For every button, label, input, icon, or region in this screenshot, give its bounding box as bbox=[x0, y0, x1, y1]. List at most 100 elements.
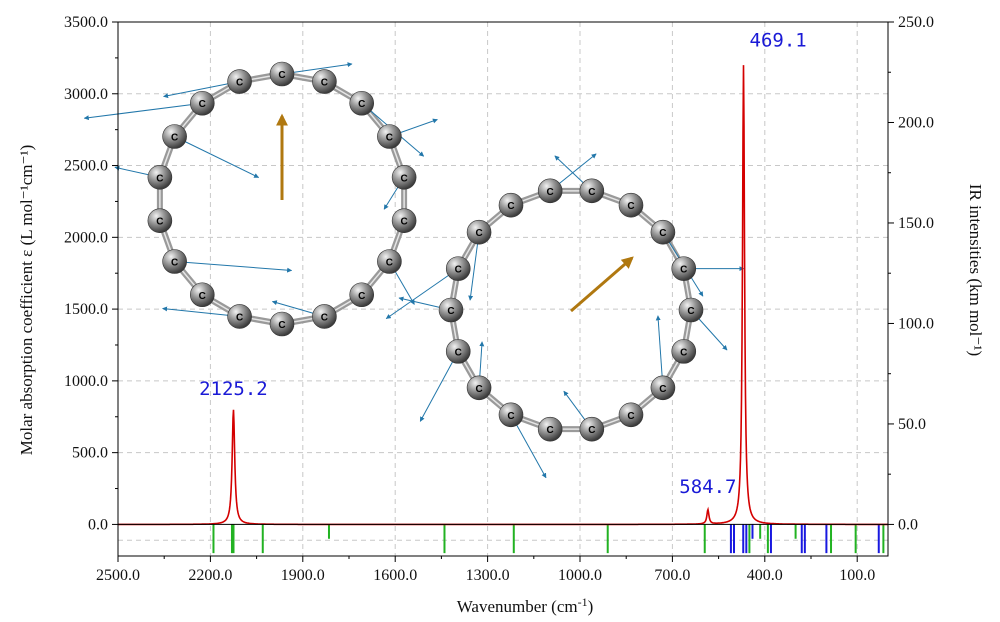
carbon-atom bbox=[537, 416, 563, 442]
atom-label: C bbox=[455, 347, 462, 358]
carbon-atom bbox=[162, 124, 187, 149]
y-axis-label: Molar absorption coefficient ε (L mol⁻¹c… bbox=[17, 145, 36, 456]
plot-frame bbox=[117, 21, 889, 557]
y-tick-label: 500.0 bbox=[72, 445, 108, 462]
atom-label: C bbox=[547, 187, 554, 198]
displacement-vector bbox=[162, 306, 240, 317]
carbon-atom bbox=[349, 282, 375, 308]
atom-label: C bbox=[588, 187, 595, 198]
atom-label: C bbox=[321, 78, 328, 89]
atom-label: C bbox=[386, 133, 393, 144]
carbon-atom bbox=[678, 297, 704, 323]
carbon-atom bbox=[377, 249, 402, 274]
atom-label: C bbox=[475, 228, 482, 239]
carbon-atom bbox=[445, 256, 471, 281]
y-tick-label: 1000.0 bbox=[64, 373, 108, 390]
displacement-vector bbox=[83, 102, 203, 121]
y-tick-label: 3500.0 bbox=[64, 14, 108, 31]
peak-annotations: 2125.2 584.7 469.1 bbox=[199, 29, 807, 497]
carbon-atom bbox=[189, 282, 215, 308]
x-tick-label: 1600.0 bbox=[373, 567, 417, 584]
x-tick-label: 400.0 bbox=[747, 567, 783, 584]
y2-tick-label: 250.0 bbox=[898, 14, 934, 31]
carbon-atom bbox=[498, 402, 524, 428]
y2-tick-label: 100.0 bbox=[898, 315, 934, 332]
carbon-atom bbox=[579, 416, 605, 442]
displacement-vector bbox=[419, 351, 459, 422]
atom-label: C bbox=[358, 99, 365, 110]
carbon-atom bbox=[391, 164, 417, 190]
x-tick-label: 1300.0 bbox=[466, 567, 510, 584]
atom-label: C bbox=[386, 258, 393, 269]
atom-label: C bbox=[680, 265, 687, 276]
y2-axis-label: IR intensities (km mol⁻¹) bbox=[966, 184, 985, 356]
carbon-ring: C C C C C C C C C C C C C C C C C C bbox=[83, 61, 438, 337]
displacement-vector bbox=[385, 268, 459, 320]
x-tick-label: 1900.0 bbox=[281, 567, 325, 584]
atom-label: C bbox=[627, 411, 634, 422]
carbon-atom bbox=[189, 90, 215, 116]
atom-label: C bbox=[156, 173, 163, 184]
carbon-atom bbox=[349, 90, 375, 116]
atom-label: C bbox=[400, 173, 407, 184]
atom-label: C bbox=[358, 291, 365, 302]
peak-label: 469.1 bbox=[750, 29, 807, 51]
y-tick-label: 0.0 bbox=[88, 516, 108, 533]
grid bbox=[117, 21, 888, 556]
carbon-atom bbox=[618, 192, 644, 218]
carbon-atom bbox=[650, 219, 676, 245]
displacement-vector bbox=[174, 136, 260, 178]
displacement-vector bbox=[163, 81, 240, 99]
carbon-atom bbox=[269, 311, 295, 337]
carbon-atom bbox=[162, 249, 187, 274]
carbon-atom bbox=[147, 208, 173, 234]
atom-label: C bbox=[321, 312, 328, 323]
atom-label: C bbox=[547, 425, 554, 436]
atom-label: C bbox=[447, 306, 454, 317]
ir-sticks bbox=[212, 524, 885, 554]
atom-label: C bbox=[156, 217, 163, 228]
displacement-vector bbox=[174, 261, 293, 273]
y-tick-label: 2000.0 bbox=[64, 229, 108, 246]
axes: 2500.0 2200.0 1900.0 1600.0 1300.0 1000.0 700.… bbox=[64, 14, 934, 584]
carbon-atom bbox=[671, 256, 697, 281]
carbon-atom bbox=[650, 375, 676, 401]
carbon-atom bbox=[147, 164, 173, 190]
atom-label: C bbox=[475, 384, 482, 395]
carbon-atom bbox=[391, 208, 417, 234]
atom-label: C bbox=[400, 217, 407, 228]
carbon-atom bbox=[671, 339, 697, 364]
atom-label: C bbox=[659, 384, 666, 395]
x-tick-label: 700.0 bbox=[654, 567, 690, 584]
carbon-atom bbox=[498, 192, 524, 218]
peak-label: 2125.2 bbox=[199, 378, 268, 400]
atom-label: C bbox=[507, 201, 514, 212]
carbon-atom bbox=[466, 375, 492, 401]
carbon-atom bbox=[466, 219, 492, 245]
y2-tick-label: 200.0 bbox=[898, 114, 934, 131]
y2-tick-label: 50.0 bbox=[898, 416, 926, 433]
atom-label: C bbox=[507, 411, 514, 422]
carbon-atom bbox=[312, 304, 337, 329]
carbon-atom bbox=[227, 69, 252, 94]
spectrum-line bbox=[118, 65, 888, 526]
atom-label: C bbox=[588, 425, 595, 436]
atom-label: C bbox=[236, 312, 243, 323]
atom-label: C bbox=[171, 133, 178, 144]
carbon-atom bbox=[618, 402, 644, 428]
carbon-atom bbox=[377, 124, 402, 149]
atom-label: C bbox=[680, 347, 687, 358]
carbon-atom bbox=[227, 304, 252, 329]
carbon-atom bbox=[579, 178, 605, 204]
atom-label: C bbox=[236, 78, 243, 89]
carbon-atom bbox=[537, 178, 563, 204]
y-tick-label: 2500.0 bbox=[64, 158, 108, 175]
molecule-insets: C C C C C C C C C C C C C C C C C C C C C C C C C C C C C C C C C C C C bbox=[83, 61, 745, 479]
y2-tick-label: 150.0 bbox=[898, 215, 934, 232]
peak-label: 584.7 bbox=[679, 476, 736, 498]
x-tick-label: 1000.0 bbox=[558, 567, 602, 584]
atom-label: C bbox=[455, 265, 462, 276]
atom-label: C bbox=[199, 291, 206, 302]
y2-tick-label: 0.0 bbox=[898, 516, 918, 533]
